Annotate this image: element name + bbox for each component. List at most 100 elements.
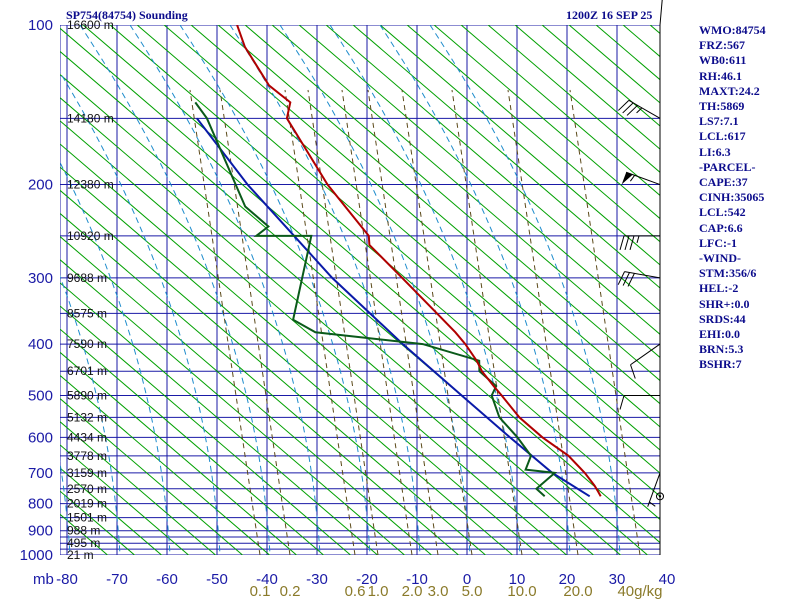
height-label: 6701 m xyxy=(67,364,107,378)
dry-adiabat xyxy=(60,467,163,555)
dry-adiabat xyxy=(487,25,660,173)
temperature-tick: -30 xyxy=(306,571,328,588)
x-axis-prefix: mb xyxy=(33,571,54,588)
barb-full xyxy=(618,99,630,111)
barb-half xyxy=(649,501,656,507)
barb-half xyxy=(636,235,640,244)
wind-barb xyxy=(659,0,663,26)
mixing-ratio-label: 2.0 xyxy=(402,583,423,600)
temperature-tick: -20 xyxy=(356,571,378,588)
dry-adiabat xyxy=(82,25,660,521)
dry-adiabat xyxy=(568,25,660,104)
mixing-ratio-line xyxy=(401,89,473,555)
temperature-tick: -10 xyxy=(406,571,428,588)
pressure-label-200: 200 xyxy=(28,177,53,194)
dry-adiabat xyxy=(60,212,460,555)
dry-adiabat xyxy=(60,374,271,555)
height-label: 8575 m xyxy=(67,306,107,320)
dry-adiabat xyxy=(60,166,514,555)
temperature-tick: -70 xyxy=(106,571,128,588)
stat-item: TH:5869 xyxy=(699,99,745,114)
stat-item: BRN:5.3 xyxy=(699,342,744,357)
dry-adiabat xyxy=(622,25,660,58)
barb-staff xyxy=(624,271,661,279)
mixing-ratio-label: 0.1 xyxy=(250,583,271,600)
dry-adiabat xyxy=(60,143,541,555)
height-label: 3159 m xyxy=(67,466,107,480)
dry-adiabat xyxy=(60,189,487,555)
temperature-tick: 20 xyxy=(559,571,576,588)
stat-item: STM:356/6 xyxy=(699,266,757,281)
moist-adiabat xyxy=(379,25,571,554)
barb-full xyxy=(617,271,625,285)
stat-item: WMO:84754 xyxy=(699,23,766,37)
wind-barb xyxy=(630,343,661,379)
dry-adiabat xyxy=(783,0,800,600)
wind-barb xyxy=(656,492,664,501)
dry-adiabat xyxy=(433,25,660,220)
dry-adiabat xyxy=(60,305,352,555)
mixing-ratio-label: 5.0 xyxy=(462,583,483,600)
stat-item: LI:6.3 xyxy=(699,144,731,159)
dry-adiabat xyxy=(406,25,660,243)
dry-adiabat xyxy=(60,351,298,555)
temperature-trace xyxy=(236,25,602,497)
height-label: 12380 m xyxy=(67,178,114,192)
dry-adiabat xyxy=(60,235,433,555)
pressure-label-1000: 1000 xyxy=(20,547,53,564)
temperature-tick: 30 xyxy=(609,571,626,588)
mixing-ratio-line xyxy=(451,89,523,555)
stat-item: SHR+:0.0 xyxy=(699,296,750,311)
height-label: 4434 m xyxy=(67,430,107,444)
dry-adiabat xyxy=(514,25,660,150)
dry-adiabat xyxy=(60,259,406,555)
height-label: 7590 m xyxy=(67,337,107,351)
height-label: 988 m xyxy=(67,524,100,538)
temperature-tick: 40 xyxy=(659,571,676,588)
stat-item: SRDS:44 xyxy=(699,311,746,326)
dry-adiabat xyxy=(298,25,660,335)
stat-item: LFC:-1 xyxy=(699,235,737,250)
dry-adiabat xyxy=(60,50,649,555)
mixing-ratio-line xyxy=(284,89,356,555)
barb-full xyxy=(626,104,638,116)
height-label: 2570 m xyxy=(67,482,107,496)
height-label: 21 m xyxy=(67,548,94,562)
stat-item: CAP:6.6 xyxy=(699,220,743,235)
dry-adiabat xyxy=(271,25,660,359)
pressure-label-400: 400 xyxy=(28,336,53,353)
dry-adiabat xyxy=(460,25,660,197)
moist-adiabat xyxy=(179,25,371,554)
wind-barb xyxy=(619,235,660,251)
moist-adiabat xyxy=(60,71,221,554)
stat-item: CINH:35065 xyxy=(699,190,765,205)
height-label: 5132 m xyxy=(67,410,107,424)
dry-adiabat xyxy=(60,421,217,555)
height-label: 10920 m xyxy=(67,229,114,243)
temperature-tick: 0 xyxy=(463,571,471,588)
mixing-ratio-line xyxy=(307,89,379,555)
chart-title: SP754(84754) Sounding xyxy=(66,8,188,22)
dry-adiabat xyxy=(217,25,660,405)
stat-item: -PARCEL- xyxy=(699,159,756,174)
stat-item: BSHR:7 xyxy=(699,357,742,372)
chart-datetime: 1200Z 16 SEP 25 xyxy=(566,8,653,22)
dry-adiabat xyxy=(352,25,660,289)
moist-adiabat xyxy=(129,25,321,554)
wind-barb xyxy=(621,171,661,186)
dry-adiabat xyxy=(244,25,660,382)
height-label: 9688 m xyxy=(67,271,107,285)
dry-adiabat xyxy=(60,120,568,555)
mixing-ratio-line xyxy=(507,89,579,555)
dry-adiabat xyxy=(136,25,660,474)
pressure-label-900: 900 xyxy=(28,523,53,540)
stat-item: RH:46.1 xyxy=(699,68,742,83)
stat-item: FRZ:567 xyxy=(699,38,745,53)
barb-half xyxy=(636,107,643,114)
dry-adiabat xyxy=(190,25,660,428)
dry-adiabat xyxy=(60,328,325,555)
height-label: 1501 m xyxy=(67,511,107,525)
pressure-label-500: 500 xyxy=(28,387,53,404)
height-label: 14180 m xyxy=(67,111,114,125)
dry-adiabat xyxy=(60,490,136,555)
